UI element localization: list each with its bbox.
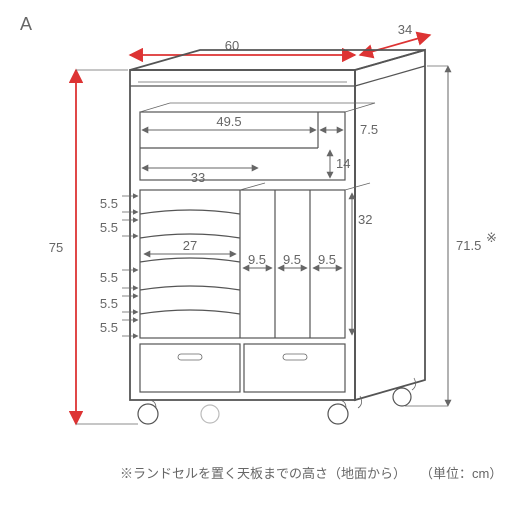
slot-depth-1 bbox=[240, 183, 265, 190]
tray-h-4: 5.5 bbox=[100, 296, 118, 311]
drawer-handle-right bbox=[283, 354, 307, 360]
dim-slot-1-label: 9.5 bbox=[248, 252, 266, 267]
tray-h-1: 5.5 bbox=[100, 196, 118, 211]
dim-27-label: 27 bbox=[183, 238, 197, 253]
depth-u2 bbox=[345, 103, 375, 112]
mid-opening bbox=[140, 190, 345, 338]
variant-letter: A bbox=[20, 14, 32, 34]
top-rail-side bbox=[355, 66, 425, 86]
dim-49-5-label: 49.5 bbox=[216, 114, 241, 129]
drawer-right bbox=[244, 344, 345, 392]
upper-opening bbox=[140, 112, 345, 180]
dim-33-label: 33 bbox=[191, 170, 205, 185]
footnote: ※ランドセルを置く天板までの高さ（地面から） bbox=[120, 466, 406, 481]
right-marker: ※ bbox=[486, 230, 497, 245]
dim-slot-2-label: 9.5 bbox=[283, 252, 301, 267]
drawer-handle-left bbox=[178, 354, 202, 360]
dim-height-71-5-label: 71.5 bbox=[456, 238, 481, 253]
dim-slot-3-label: 9.5 bbox=[318, 252, 336, 267]
depth-u1 bbox=[140, 103, 170, 112]
unit-label: （単位：cm） bbox=[420, 466, 502, 481]
cabinet-top bbox=[130, 50, 425, 70]
tray-h-2: 5.5 bbox=[100, 220, 118, 235]
tray-h-5: 5.5 bbox=[100, 320, 118, 335]
tray-group bbox=[140, 210, 240, 314]
dim-depth-top-label: 34 bbox=[398, 22, 412, 37]
tray-h-3: 5.5 bbox=[100, 270, 118, 285]
casters bbox=[138, 388, 411, 424]
drawer-left bbox=[140, 344, 240, 392]
slot-depth-2 bbox=[345, 183, 370, 190]
dim-7-5-label: 7.5 bbox=[360, 122, 378, 137]
dim-height-75-label: 75 bbox=[49, 240, 63, 255]
dim-32-label: 32 bbox=[358, 212, 372, 227]
dim-14-label: 14 bbox=[336, 156, 350, 171]
